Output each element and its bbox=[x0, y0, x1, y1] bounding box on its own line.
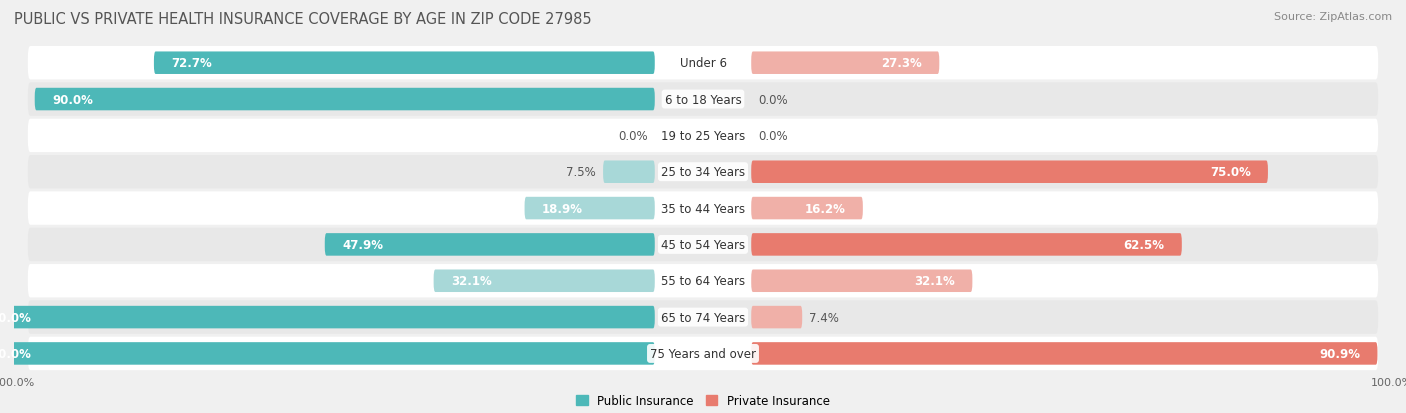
FancyBboxPatch shape bbox=[28, 228, 1378, 261]
FancyBboxPatch shape bbox=[153, 52, 655, 75]
FancyBboxPatch shape bbox=[751, 342, 1378, 365]
FancyBboxPatch shape bbox=[751, 52, 939, 75]
FancyBboxPatch shape bbox=[28, 119, 1378, 153]
Text: 45 to 54 Years: 45 to 54 Years bbox=[661, 238, 745, 251]
Text: 90.0%: 90.0% bbox=[52, 93, 93, 106]
Text: 35 to 44 Years: 35 to 44 Years bbox=[661, 202, 745, 215]
FancyBboxPatch shape bbox=[28, 156, 1378, 189]
Text: 47.9%: 47.9% bbox=[342, 238, 382, 251]
Text: 6 to 18 Years: 6 to 18 Years bbox=[665, 93, 741, 106]
Text: 27.3%: 27.3% bbox=[882, 57, 922, 70]
Text: 19 to 25 Years: 19 to 25 Years bbox=[661, 130, 745, 142]
Text: 75 Years and over: 75 Years and over bbox=[650, 347, 756, 360]
Text: 7.5%: 7.5% bbox=[567, 166, 596, 179]
FancyBboxPatch shape bbox=[0, 342, 655, 365]
FancyBboxPatch shape bbox=[524, 197, 655, 220]
FancyBboxPatch shape bbox=[28, 83, 1378, 116]
FancyBboxPatch shape bbox=[325, 234, 655, 256]
FancyBboxPatch shape bbox=[28, 337, 1378, 370]
Text: 55 to 64 Years: 55 to 64 Years bbox=[661, 275, 745, 287]
FancyBboxPatch shape bbox=[751, 234, 1182, 256]
FancyBboxPatch shape bbox=[28, 301, 1378, 334]
Text: 32.1%: 32.1% bbox=[451, 275, 492, 287]
Legend: Public Insurance, Private Insurance: Public Insurance, Private Insurance bbox=[571, 389, 835, 411]
Text: 7.4%: 7.4% bbox=[808, 311, 839, 324]
Text: 100.0%: 100.0% bbox=[0, 347, 32, 360]
Text: 72.7%: 72.7% bbox=[172, 57, 212, 70]
FancyBboxPatch shape bbox=[0, 306, 655, 329]
Text: PUBLIC VS PRIVATE HEALTH INSURANCE COVERAGE BY AGE IN ZIP CODE 27985: PUBLIC VS PRIVATE HEALTH INSURANCE COVER… bbox=[14, 12, 592, 27]
FancyBboxPatch shape bbox=[751, 197, 863, 220]
Text: Source: ZipAtlas.com: Source: ZipAtlas.com bbox=[1274, 12, 1392, 22]
Text: 90.9%: 90.9% bbox=[1319, 347, 1360, 360]
Text: 100.0%: 100.0% bbox=[0, 311, 32, 324]
Text: 0.0%: 0.0% bbox=[758, 93, 787, 106]
Text: Under 6: Under 6 bbox=[679, 57, 727, 70]
FancyBboxPatch shape bbox=[433, 270, 655, 292]
FancyBboxPatch shape bbox=[35, 88, 655, 111]
FancyBboxPatch shape bbox=[28, 264, 1378, 298]
FancyBboxPatch shape bbox=[751, 270, 973, 292]
Text: 16.2%: 16.2% bbox=[804, 202, 845, 215]
FancyBboxPatch shape bbox=[28, 192, 1378, 225]
Text: 25 to 34 Years: 25 to 34 Years bbox=[661, 166, 745, 179]
Text: 65 to 74 Years: 65 to 74 Years bbox=[661, 311, 745, 324]
FancyBboxPatch shape bbox=[751, 161, 1268, 183]
FancyBboxPatch shape bbox=[603, 161, 655, 183]
Text: 62.5%: 62.5% bbox=[1123, 238, 1164, 251]
Text: 18.9%: 18.9% bbox=[541, 202, 583, 215]
Text: 75.0%: 75.0% bbox=[1209, 166, 1251, 179]
FancyBboxPatch shape bbox=[28, 47, 1378, 80]
Text: 0.0%: 0.0% bbox=[758, 130, 787, 142]
FancyBboxPatch shape bbox=[751, 306, 803, 329]
Text: 32.1%: 32.1% bbox=[914, 275, 955, 287]
Text: 0.0%: 0.0% bbox=[619, 130, 648, 142]
